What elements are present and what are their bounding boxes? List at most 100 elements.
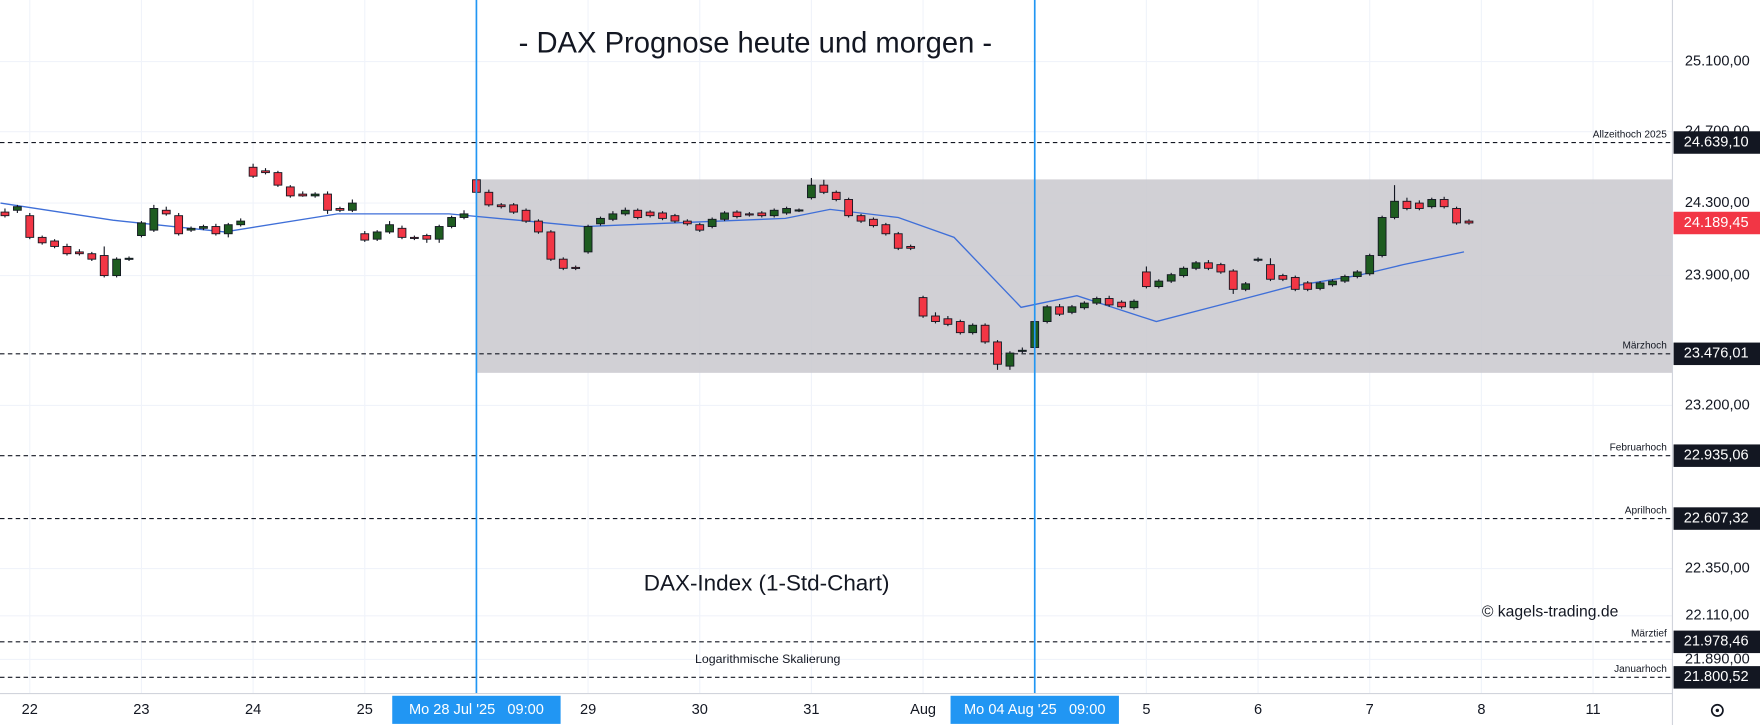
candle-body [1290, 276, 1300, 290]
level-box [1673, 444, 1760, 467]
x-tick-label: 7 [1366, 702, 1374, 718]
level-name: Märzhoch [1623, 341, 1667, 352]
marker-label: Mo 28 Jul '25 09:00 [409, 702, 544, 718]
candle-body [124, 257, 134, 260]
candle-body [695, 224, 705, 231]
candle-body [50, 240, 59, 247]
candle-body [1266, 264, 1275, 280]
candle-body [335, 208, 345, 211]
candle-body [1278, 275, 1288, 280]
x-tick-label: 6 [1254, 702, 1262, 718]
candle-body [620, 209, 630, 215]
y-tick-label: 21.890,00 [1685, 651, 1750, 667]
zone [476, 179, 1673, 373]
y-tick-label: 24.300,00 [1685, 195, 1750, 211]
level-label: 21.978,46 [1684, 634, 1749, 650]
candle-body [1427, 199, 1437, 208]
candle-body [608, 213, 618, 220]
x-tick-label: 24 [245, 702, 261, 718]
x-tick-label: 22 [22, 702, 38, 718]
candle-body [980, 324, 990, 343]
last-price-box [1673, 211, 1760, 235]
x-tick-label: 5 [1142, 702, 1150, 718]
gear[interactable] [1710, 703, 1724, 717]
candle-body [397, 227, 407, 238]
scale-note: Logarithmische Skalierung [695, 652, 840, 666]
levels-layer: Allzeithoch 2025 Märzhoch Februarhoch April… [0, 129, 1673, 678]
candle-body [1055, 306, 1064, 315]
level-box [1673, 342, 1760, 366]
candle-body [893, 233, 903, 249]
candle-body [670, 215, 680, 222]
candle-body [149, 208, 159, 231]
x-tick-label: 8 [1477, 702, 1485, 718]
candle-body [943, 318, 953, 325]
chart-title: - DAX Prognose heute und morgen - [519, 28, 992, 60]
candle-body [869, 218, 878, 227]
candle-body [434, 226, 444, 240]
candle-body [112, 258, 122, 277]
candle-body [323, 193, 332, 211]
level-name: Märztief [1631, 629, 1667, 640]
candle-body [248, 166, 258, 177]
level-box [1673, 507, 1760, 530]
candle-body [782, 208, 791, 214]
candle-body [137, 222, 146, 237]
gear-center[interactable] [1715, 708, 1720, 713]
x-tick-label: 11 [1585, 702, 1600, 718]
candle-body [1315, 282, 1325, 289]
candle-body [534, 220, 543, 233]
settings-icon[interactable] [1710, 703, 1724, 717]
candle-body [0, 211, 10, 217]
candle-body [931, 315, 940, 322]
candle-body [831, 191, 841, 200]
candle-body [993, 341, 1002, 365]
candle-body [174, 215, 184, 235]
candle-body [794, 209, 804, 212]
candle-body [682, 220, 692, 225]
level-label: 22.607,32 [1684, 510, 1749, 526]
candle-body [25, 215, 35, 238]
candle-body [211, 226, 221, 235]
candle-body [422, 235, 432, 240]
y-tick-label: 23.200,00 [1685, 397, 1750, 413]
candle-body [1104, 298, 1114, 306]
candle-body [1365, 255, 1375, 275]
candle-body [1352, 271, 1362, 277]
candle-body [819, 184, 829, 193]
candle-body [1067, 306, 1077, 313]
candle-body [372, 231, 382, 240]
candle-body [546, 231, 556, 260]
candle-body [807, 184, 816, 199]
candle-body [385, 224, 394, 233]
candle-body [1328, 280, 1337, 286]
candle-body [1390, 200, 1399, 218]
level-label: 24.639,10 [1684, 134, 1749, 150]
level-box [1673, 131, 1760, 154]
level-name: Februarhoch [1610, 442, 1667, 453]
y-tick-label: 25.100,00 [1685, 53, 1750, 69]
candle-body [596, 217, 605, 225]
candle-body [1042, 306, 1052, 322]
candle-body [1154, 280, 1164, 288]
x-tick-label: 31 [803, 702, 819, 718]
x-tick-label: 29 [580, 702, 596, 718]
candle-body [1228, 270, 1238, 290]
zone-layer [476, 179, 1673, 373]
candle-body [1253, 258, 1263, 261]
candle-body [633, 209, 643, 218]
candle-body [199, 226, 208, 229]
candle-body [1166, 274, 1176, 282]
y-tick-label: 22.350,00 [1685, 560, 1750, 576]
candle-body [447, 217, 456, 227]
candle-body [583, 226, 593, 253]
candle-body [707, 218, 717, 227]
level-box [1673, 630, 1760, 654]
candle-body [1142, 271, 1151, 288]
candle-body [1439, 199, 1449, 208]
x-tick-label: Aug [910, 702, 936, 718]
candle-body [459, 213, 469, 218]
candle-body [881, 224, 891, 235]
axes-layer: 25.100,0024.700,0024.300,0023.900,0023.2… [22, 53, 1760, 724]
candle-body [658, 212, 667, 219]
